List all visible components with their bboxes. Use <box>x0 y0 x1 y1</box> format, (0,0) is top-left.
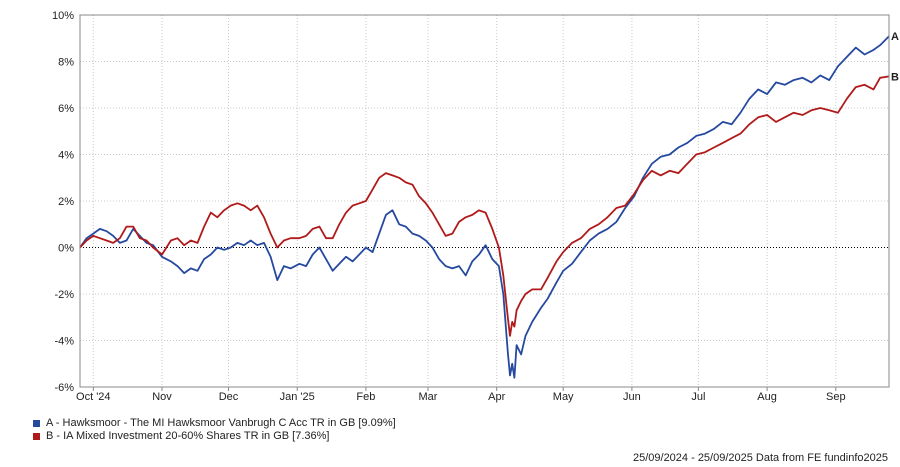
legend-label-b: B - IA Mixed Investment 20-60% Shares TR… <box>46 430 330 442</box>
y-tick-label: 8% <box>58 57 74 69</box>
y-tick-label: 2% <box>58 196 74 208</box>
x-tick-label: Jan '25 <box>280 391 315 403</box>
x-tick-label: Dec <box>219 391 239 403</box>
x-tick-label: Feb <box>356 391 375 403</box>
x-axis-ticks: Oct '24 Nov Dec Jan '25 Feb Mar Apr May Jun Jul Au… <box>76 387 846 403</box>
x-tick-label: May <box>553 391 574 403</box>
legend-item-a: A - Hawksmoor - The MI Hawksmoor Vanbrug… <box>33 417 396 430</box>
x-tick-label: Nov <box>152 391 172 403</box>
y-tick-label: -6% <box>54 382 74 394</box>
y-tick-label: 4% <box>58 150 74 162</box>
x-tick-label: Aug <box>757 391 777 403</box>
series-line-a <box>79 35 890 379</box>
y-tick-label: 10% <box>52 10 74 22</box>
y-tick-label: -4% <box>54 336 74 348</box>
x-tick-label: Sep <box>826 391 846 403</box>
legend: A - Hawksmoor - The MI Hawksmoor Vanbrug… <box>33 417 396 443</box>
legend-label-a: A - Hawksmoor - The MI Hawksmoor Vanbrug… <box>46 417 396 429</box>
source-footer: 25/09/2024 - 25/09/2025 Data from FE fun… <box>632 452 888 464</box>
x-tick-label: Jul <box>691 391 705 403</box>
x-tick-label: Jun <box>623 391 641 403</box>
x-tick-label: Oct '24 <box>76 391 111 403</box>
series-end-label-b: B <box>891 71 899 83</box>
x-tick-label: Mar <box>419 391 438 403</box>
y-tick-label: 0% <box>58 243 74 255</box>
grid-lines <box>80 14 889 388</box>
series-lines: AB <box>79 31 899 379</box>
y-tick-label: 6% <box>58 103 74 115</box>
legend-swatch-b <box>33 433 40 440</box>
series-line-b <box>79 75 890 337</box>
plot-frame <box>79 14 890 388</box>
x-tick-label: Apr <box>488 391 505 403</box>
y-tick-label: -2% <box>54 289 74 301</box>
legend-item-b: B - IA Mixed Investment 20-60% Shares TR… <box>33 430 396 443</box>
y-axis-ticks: 10% 8% 6% 4% 2% 0% -2% -4% -6% <box>52 10 74 394</box>
legend-swatch-a <box>33 420 40 427</box>
series-end-label-a: A <box>891 31 899 43</box>
